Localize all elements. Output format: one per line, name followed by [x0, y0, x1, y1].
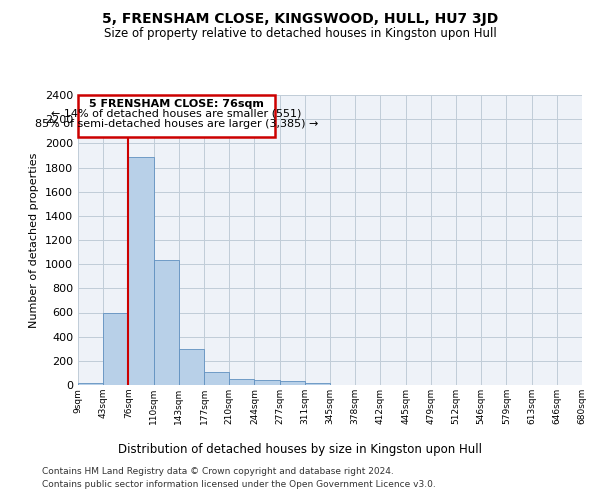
Bar [229, 379, 254, 385]
Y-axis label: Number of detached properties: Number of detached properties [29, 152, 40, 328]
Bar [179, 350, 204, 385]
Bar [128, 156, 154, 385]
Text: Contains public sector information licensed under the Open Government Licence v3: Contains public sector information licen… [42, 480, 436, 489]
Text: 5, FRENSHAM CLOSE, KINGSWOOD, HULL, HU7 3JD: 5, FRENSHAM CLOSE, KINGSWOOD, HULL, HU7 … [102, 12, 498, 26]
Bar [78, 382, 103, 385]
Text: Distribution of detached houses by size in Kingston upon Hull: Distribution of detached houses by size … [118, 442, 482, 456]
Bar [280, 382, 305, 385]
Bar [254, 380, 280, 385]
Text: 85% of semi-detached houses are larger (3,385) →: 85% of semi-detached houses are larger (… [35, 119, 318, 129]
FancyBboxPatch shape [78, 95, 275, 138]
Bar [204, 372, 229, 385]
Text: Contains HM Land Registry data © Crown copyright and database right 2024.: Contains HM Land Registry data © Crown c… [42, 467, 394, 476]
Bar [103, 312, 128, 385]
Text: ← 14% of detached houses are smaller (551): ← 14% of detached houses are smaller (55… [51, 108, 301, 118]
Bar [154, 260, 179, 385]
Bar [305, 382, 330, 385]
Text: Size of property relative to detached houses in Kingston upon Hull: Size of property relative to detached ho… [104, 28, 496, 40]
Text: 5 FRENSHAM CLOSE: 76sqm: 5 FRENSHAM CLOSE: 76sqm [89, 98, 264, 108]
